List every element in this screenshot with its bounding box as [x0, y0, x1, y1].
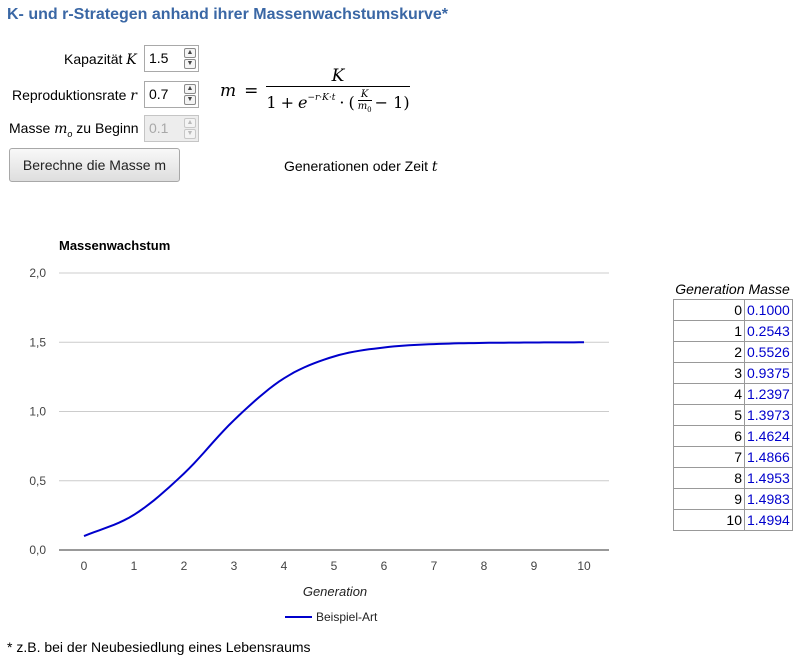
table-cell-mass: 0.9375 [744, 362, 793, 384]
y-tick-label: 0,0 [29, 543, 46, 557]
table-cell-mass: 0.5526 [744, 341, 793, 363]
x-axis-label: Generation [303, 584, 367, 599]
table-cell-generation: 2 [673, 341, 745, 363]
table-row: 10 1.4994 [673, 509, 793, 531]
table-row: 9 1.4983 [673, 488, 793, 510]
y-tick-label: 1,0 [29, 405, 46, 419]
table-cell-mass: 1.2397 [744, 383, 793, 405]
generations-label: Generationen oder Zeit t [284, 158, 438, 175]
table-cell-generation: 10 [673, 509, 745, 531]
series-line-beispiel-art [83, 341, 584, 538]
table-cell-generation: 3 [673, 362, 745, 384]
table-cell-mass: 0.1000 [744, 299, 793, 321]
x-tick-label: 8 [481, 559, 488, 573]
chart-title: Massenwachstum [59, 238, 170, 253]
table-cell-mass: 1.4983 [744, 488, 793, 510]
table-row: 0 0.1000 [673, 299, 793, 321]
table-row: 5 1.3973 [673, 404, 793, 426]
chevron-up-icon[interactable]: ▲ [184, 48, 196, 58]
formula: m = K 1 + e −r·K·t · ( K m0 − 1) [220, 66, 410, 114]
rate-stepper[interactable]: 0.7 ▲ ▼ [144, 81, 199, 108]
capacity-value: 1.5 [149, 50, 169, 66]
chevron-down-icon: ▼ [184, 129, 196, 139]
table-row: 7 1.4866 [673, 446, 793, 468]
table-cell-generation: 6 [673, 425, 745, 447]
table-cell-mass: 1.4994 [744, 509, 793, 531]
y-tick-label: 0,5 [29, 474, 46, 488]
chevron-up-icon[interactable]: ▲ [184, 84, 196, 94]
x-tick-label: 6 [381, 559, 388, 573]
table-cell-mass: 1.4866 [744, 446, 793, 468]
mass-table: Generation Masse 0 0.1000 1 0.2543 2 0.5526 3 0… [673, 281, 793, 531]
page-title: K- und r-Strategen anhand ihrer Massenwa… [7, 6, 448, 23]
chevron-down-icon[interactable]: ▼ [184, 59, 196, 69]
table-row: 1 0.2543 [673, 320, 793, 342]
table-cell-generation: 0 [673, 299, 745, 321]
start-mass-label: Masse mo zu Beginn [9, 120, 139, 139]
table-row: 6 1.4624 [673, 425, 793, 447]
y-tick-label: 1,5 [29, 335, 46, 349]
x-tick-label: 3 [231, 559, 238, 573]
x-tick-label: 7 [431, 559, 438, 573]
capacity-stepper[interactable]: 1.5 ▲ ▼ [144, 45, 199, 72]
table-cell-mass: 1.3973 [744, 404, 793, 426]
rate-label: Reproduktionsrate r [12, 87, 137, 104]
formula-numerator: K [331, 66, 345, 86]
start-mass-value: 0.1 [149, 120, 169, 136]
x-tick-label: 2 [181, 559, 188, 573]
table-header-mass: Masse [748, 281, 790, 297]
table-row: 8 1.4953 [673, 467, 793, 489]
table-cell-mass: 1.4953 [744, 467, 793, 489]
table-cell-mass: 0.2543 [744, 320, 793, 342]
calculate-button[interactable]: Berechne die Masse m [9, 148, 180, 182]
capacity-label: Kapazität K [64, 51, 137, 68]
table-cell-generation: 5 [673, 404, 745, 426]
table-cell-generation: 8 [673, 467, 745, 489]
x-tick-label: 4 [281, 559, 288, 573]
start-mass-stepper: 0.1 ▲ ▼ [144, 115, 199, 142]
chevron-down-icon[interactable]: ▼ [184, 95, 196, 105]
chevron-up-icon: ▲ [184, 118, 196, 128]
x-tick-label: 9 [531, 559, 538, 573]
x-tick-label: 5 [331, 559, 338, 573]
table-cell-generation: 9 [673, 488, 745, 510]
table-cell-generation: 7 [673, 446, 745, 468]
footnote: * z.B. bei der Neubesiedlung eines Leben… [7, 639, 311, 655]
table-cell-mass: 1.4624 [744, 425, 793, 447]
growth-chart: Massenwachstum 0,0 0,5 1,0 1,5 2,0 0 1 2 3 4 5 6 7 8… [29, 238, 609, 624]
table-row: 4 1.2397 [673, 383, 793, 405]
x-tick-label: 1 [131, 559, 138, 573]
y-tick-label: 2,0 [29, 266, 46, 280]
rate-value: 0.7 [149, 86, 169, 102]
table-row: 3 0.9375 [673, 362, 793, 384]
x-tick-label: 0 [81, 559, 88, 573]
table-header-generation: Generation [675, 281, 745, 297]
table-cell-generation: 1 [673, 320, 745, 342]
table-cell-generation: 4 [673, 383, 745, 405]
x-tick-label: 10 [577, 559, 591, 573]
table-row: 2 0.5526 [673, 341, 793, 363]
legend-label: Beispiel-Art [316, 610, 378, 624]
